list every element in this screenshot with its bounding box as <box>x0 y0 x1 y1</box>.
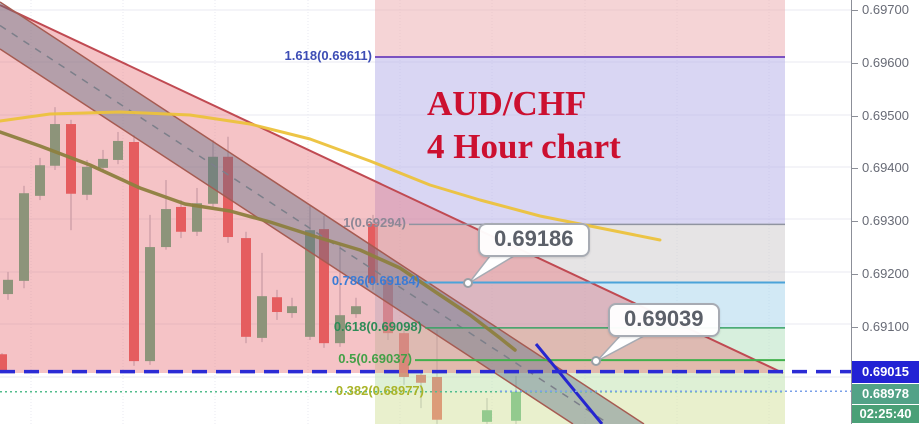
chart-canvas <box>0 0 852 424</box>
axis-price-label: 0.69100 <box>862 318 909 334</box>
price-axis[interactable]: 0.69700 0.69600 0.69500 0.69400 0.69300 0.692… <box>851 0 919 424</box>
fib-level-label[interactable]: 1.618(0.69611) <box>284 47 372 63</box>
fib-level-label[interactable]: 1(0.69294) <box>343 215 406 231</box>
axis-price-label: 0.69300 <box>862 213 909 229</box>
fib-zone <box>375 57 785 224</box>
axis-tick <box>852 10 858 11</box>
candle-down <box>272 297 282 313</box>
price-callout[interactable]: 0.69186 <box>478 223 590 257</box>
watermark-symbol: AUD/CHF <box>427 84 587 123</box>
callout-anchor-point[interactable] <box>463 278 473 288</box>
axis-price-label: 0.69400 <box>862 160 909 176</box>
axis-price-label: 0.69500 <box>862 107 909 123</box>
candle-up <box>98 158 108 168</box>
candle-up <box>145 247 155 362</box>
candle-down <box>223 156 233 238</box>
candle-up <box>351 306 361 315</box>
candle-down <box>176 206 186 232</box>
candle-down <box>0 354 7 373</box>
candle-up <box>335 315 345 344</box>
candle-countdown-badge[interactable]: 02:25:40 <box>852 404 919 424</box>
axis-price-label: 0.69600 <box>862 54 909 70</box>
candle-down <box>368 223 378 283</box>
axis-tick <box>852 115 858 117</box>
axis-tick <box>852 168 858 170</box>
inner-band-median-line <box>0 24 610 424</box>
fib-level-label[interactable]: 0.382(0.68977) <box>335 382 424 398</box>
callout-anchor-point[interactable] <box>591 356 601 366</box>
fib-zone <box>375 0 785 57</box>
ma-yellow <box>0 110 662 242</box>
candle-up <box>161 209 171 248</box>
axis-tick <box>852 221 858 223</box>
price-callout[interactable]: 0.69039 <box>608 303 720 337</box>
candle-up <box>208 156 218 204</box>
chart-watermark-title: AUD/CHF 4 Hour chart <box>427 82 621 168</box>
candle-down <box>241 238 251 337</box>
candle-up <box>287 306 297 314</box>
fib-level-label[interactable]: 0.618(0.69098) <box>333 318 422 334</box>
watermark-timeframe: 4 Hour chart <box>427 127 621 166</box>
candle-up <box>305 230 315 337</box>
ma-olive <box>0 130 517 352</box>
candle-down <box>129 142 139 362</box>
axis-price-label: 0.69700 <box>862 2 909 17</box>
axis-price-label: 0.69200 <box>862 266 909 281</box>
candle-up <box>19 193 29 281</box>
fib-level-label[interactable]: 0.786(0.69184) <box>331 273 420 289</box>
candle-up <box>113 140 123 160</box>
price-badge[interactable]: 0.69015 <box>852 360 919 384</box>
candle-up <box>35 165 45 196</box>
axis-tick <box>852 274 858 275</box>
axis-tick <box>852 326 858 328</box>
candle-up <box>82 166 92 195</box>
candle-up <box>50 124 60 166</box>
trendline[interactable] <box>534 343 604 424</box>
fib-level-label[interactable]: 0.5(0.69037) <box>338 351 412 367</box>
candle-up <box>257 296 267 338</box>
inner-band-top-line <box>0 1 645 424</box>
axis-tick <box>852 62 858 64</box>
candle-up <box>192 203 202 232</box>
price-badge[interactable]: 0.68978 <box>852 383 919 405</box>
candle-up <box>3 279 13 295</box>
fib-zone <box>375 360 785 392</box>
candle-down <box>319 229 329 344</box>
